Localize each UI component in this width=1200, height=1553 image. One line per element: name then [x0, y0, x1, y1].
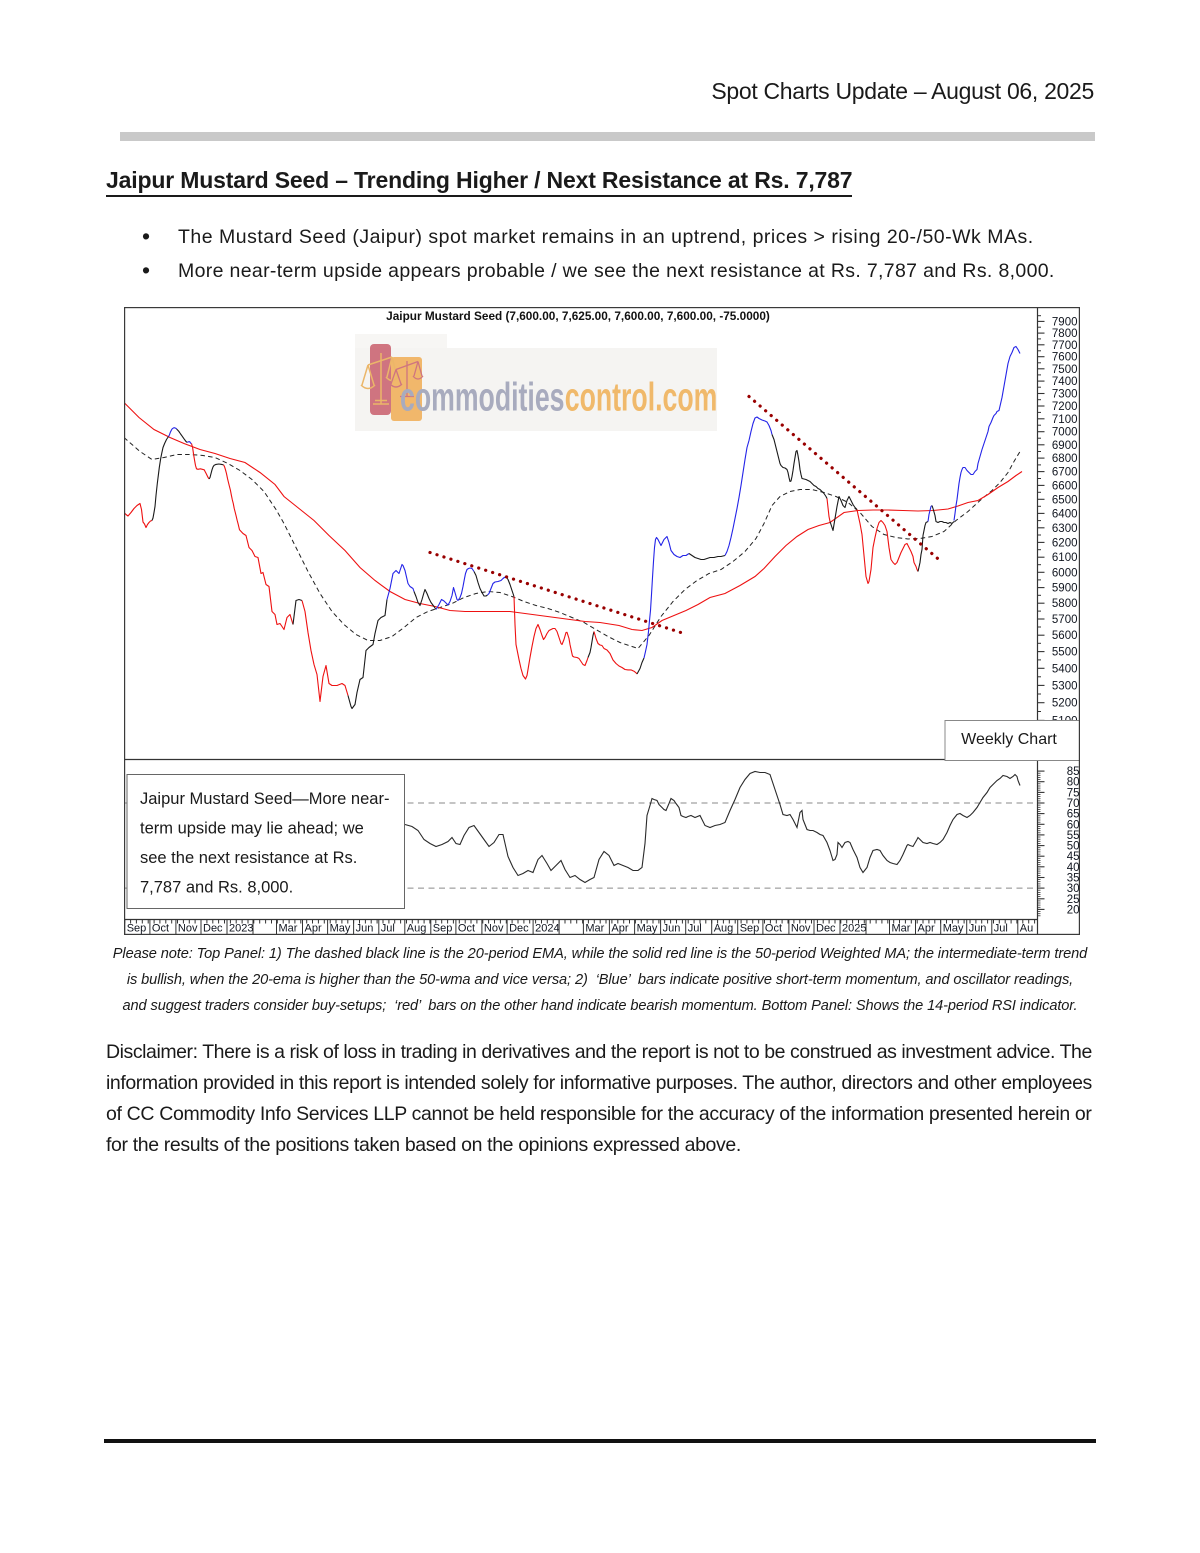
svg-text:7600: 7600 — [1052, 352, 1078, 364]
svg-text:5300: 5300 — [1052, 680, 1078, 692]
svg-text:6400: 6400 — [1052, 508, 1078, 520]
svg-text:2023: 2023 — [229, 923, 253, 935]
svg-text:7100: 7100 — [1052, 414, 1078, 426]
svg-text:6700: 6700 — [1052, 467, 1078, 479]
svg-text:Oct: Oct — [458, 923, 475, 935]
svg-text:7,787 and Rs. 8,000.: 7,787 and Rs. 8,000. — [140, 879, 293, 897]
svg-text:6200: 6200 — [1052, 537, 1078, 549]
svg-text:80: 80 — [1067, 777, 1080, 789]
svg-text:5800: 5800 — [1052, 598, 1078, 610]
svg-text:30: 30 — [1067, 883, 1080, 895]
svg-text:5700: 5700 — [1052, 614, 1078, 626]
svg-text:7000: 7000 — [1052, 427, 1078, 439]
svg-text:Dec: Dec — [203, 923, 223, 935]
svg-text:5400: 5400 — [1052, 663, 1078, 675]
svg-text:term upside may lie ahead; we: term upside may lie ahead; we — [140, 820, 364, 838]
svg-text:Jul: Jul — [381, 923, 395, 935]
svg-text:May: May — [330, 923, 351, 935]
svg-text:Jun: Jun — [663, 923, 681, 935]
svg-text:5900: 5900 — [1052, 583, 1078, 595]
svg-text:50: 50 — [1067, 841, 1080, 853]
svg-text:control.com: control.com — [565, 375, 718, 420]
svg-text:7300: 7300 — [1052, 389, 1078, 401]
svg-text:Apr: Apr — [918, 923, 935, 935]
svg-text:Nov: Nov — [484, 923, 504, 935]
svg-text:7900: 7900 — [1052, 316, 1078, 328]
svg-text:70: 70 — [1067, 798, 1080, 810]
svg-text:May: May — [637, 923, 658, 935]
svg-text:Apr: Apr — [305, 923, 322, 935]
svg-text:5500: 5500 — [1052, 647, 1078, 659]
svg-text:5200: 5200 — [1052, 698, 1078, 710]
svg-text:6100: 6100 — [1052, 552, 1078, 564]
svg-text:6800: 6800 — [1052, 453, 1078, 465]
svg-text:Oct: Oct — [765, 923, 782, 935]
svg-text:2024: 2024 — [535, 923, 559, 935]
svg-text:55: 55 — [1067, 830, 1080, 842]
svg-text:7200: 7200 — [1052, 401, 1078, 413]
svg-text:Au: Au — [1020, 923, 1033, 935]
svg-text:Sep: Sep — [740, 923, 760, 935]
svg-text:Mar: Mar — [892, 923, 911, 935]
svg-text:Jaipur Mustard Seed (7,600.00,: Jaipur Mustard Seed (7,600.00, 7,625.00,… — [386, 309, 770, 323]
svg-text:Nov: Nov — [178, 923, 198, 935]
svg-text:6300: 6300 — [1052, 523, 1078, 535]
svg-text:May: May — [943, 923, 964, 935]
svg-text:Mar: Mar — [585, 923, 604, 935]
svg-text:6900: 6900 — [1052, 440, 1078, 452]
svg-text:7700: 7700 — [1052, 340, 1078, 352]
svg-text:6000: 6000 — [1052, 567, 1078, 579]
svg-text:Nov: Nov — [791, 923, 811, 935]
svg-text:40: 40 — [1067, 862, 1080, 874]
svg-text:7800: 7800 — [1052, 328, 1078, 340]
svg-text:Dec: Dec — [509, 923, 529, 935]
svg-text:Jul: Jul — [688, 923, 702, 935]
svg-text:commodities: commodities — [400, 375, 565, 420]
svg-text:Apr: Apr — [611, 923, 628, 935]
svg-text:Dec: Dec — [816, 923, 836, 935]
svg-text:Mar: Mar — [279, 923, 298, 935]
svg-text:25: 25 — [1067, 894, 1080, 906]
svg-text:2025: 2025 — [842, 923, 866, 935]
svg-text:Jul: Jul — [994, 923, 1008, 935]
svg-text:Aug: Aug — [714, 923, 734, 935]
svg-text:85: 85 — [1067, 766, 1080, 778]
svg-text:5600: 5600 — [1052, 630, 1078, 642]
svg-text:see the next resistance at Rs.: see the next resistance at Rs. — [140, 849, 357, 867]
svg-text:60: 60 — [1067, 819, 1080, 831]
svg-text:7500: 7500 — [1052, 364, 1078, 376]
svg-text:Weekly Chart: Weekly Chart — [961, 731, 1057, 748]
svg-text:35: 35 — [1067, 873, 1080, 885]
svg-text:6600: 6600 — [1052, 480, 1078, 492]
svg-text:Jaipur Mustard Seed—More near-: Jaipur Mustard Seed—More near- — [140, 790, 389, 808]
svg-text:Sep: Sep — [127, 923, 147, 935]
svg-text:45: 45 — [1067, 851, 1080, 863]
svg-text:6500: 6500 — [1052, 494, 1078, 506]
svg-text:75: 75 — [1067, 787, 1080, 799]
svg-text:7400: 7400 — [1052, 376, 1078, 388]
svg-text:20: 20 — [1067, 904, 1080, 916]
svg-text:Jun: Jun — [969, 923, 987, 935]
svg-text:Jun: Jun — [356, 923, 374, 935]
svg-text:65: 65 — [1067, 809, 1080, 821]
svg-text:Aug: Aug — [407, 923, 427, 935]
svg-text:Sep: Sep — [433, 923, 453, 935]
svg-text:Oct: Oct — [152, 923, 169, 935]
